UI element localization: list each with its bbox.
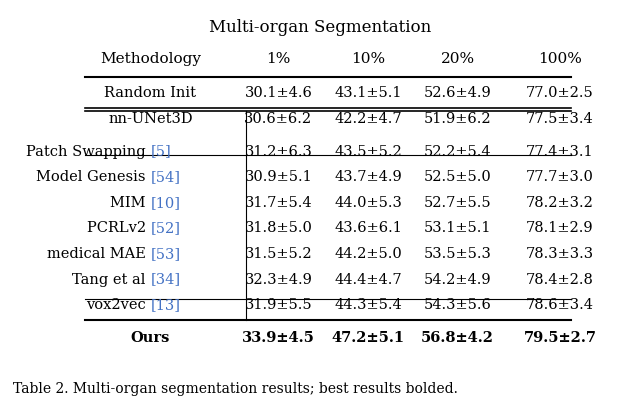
Text: 56.8±4.2: 56.8±4.2 bbox=[421, 331, 494, 345]
Text: Tang et al: Tang et al bbox=[72, 273, 150, 287]
Text: 32.3±4.9: 32.3±4.9 bbox=[244, 273, 312, 287]
Text: 52.6±4.9: 52.6±4.9 bbox=[424, 86, 492, 100]
Text: 33.9±4.5: 33.9±4.5 bbox=[242, 331, 315, 345]
Text: 78.6±3.4: 78.6±3.4 bbox=[526, 298, 594, 312]
Text: Patch Swapping: Patch Swapping bbox=[26, 145, 150, 159]
Text: 43.7±4.9: 43.7±4.9 bbox=[334, 170, 402, 184]
Text: 54.3±5.6: 54.3±5.6 bbox=[424, 298, 492, 312]
Text: MIM: MIM bbox=[110, 196, 150, 210]
Text: 54.2±4.9: 54.2±4.9 bbox=[424, 273, 492, 287]
Text: Multi-organ Segmentation: Multi-organ Segmentation bbox=[209, 19, 431, 36]
Text: 52.5±5.0: 52.5±5.0 bbox=[424, 170, 492, 184]
Text: [53]: [53] bbox=[151, 247, 181, 261]
Text: 10%: 10% bbox=[351, 52, 385, 66]
Text: 53.1±5.1: 53.1±5.1 bbox=[424, 221, 492, 235]
Text: [5]: [5] bbox=[151, 145, 172, 159]
Text: 77.4±3.1: 77.4±3.1 bbox=[526, 145, 594, 159]
Text: Ours: Ours bbox=[131, 331, 170, 345]
Text: 78.4±2.8: 78.4±2.8 bbox=[526, 273, 594, 287]
Text: 52.2±5.4: 52.2±5.4 bbox=[424, 145, 492, 159]
Text: 52.7±5.5: 52.7±5.5 bbox=[424, 196, 492, 210]
Text: 43.1±5.1: 43.1±5.1 bbox=[334, 86, 402, 100]
Text: 78.2±3.2: 78.2±3.2 bbox=[526, 196, 594, 210]
Text: Table 2. Multi-organ segmentation results; best results bolded.: Table 2. Multi-organ segmentation result… bbox=[13, 382, 458, 396]
Text: 78.1±2.9: 78.1±2.9 bbox=[526, 221, 594, 235]
Text: 43.5±5.2: 43.5±5.2 bbox=[334, 145, 402, 159]
Text: 31.2±6.3: 31.2±6.3 bbox=[244, 145, 312, 159]
Text: Random Init: Random Init bbox=[104, 86, 196, 100]
Text: 31.9±5.5: 31.9±5.5 bbox=[244, 298, 312, 312]
Text: 78.3±3.3: 78.3±3.3 bbox=[526, 247, 594, 261]
Text: [13]: [13] bbox=[151, 298, 181, 312]
Text: [54]: [54] bbox=[151, 170, 181, 184]
Text: Model Genesis: Model Genesis bbox=[36, 170, 150, 184]
Text: PCRLv2: PCRLv2 bbox=[86, 221, 150, 235]
Text: 31.8±5.0: 31.8±5.0 bbox=[244, 221, 312, 235]
Text: [10]: [10] bbox=[151, 196, 181, 210]
Text: Methodology: Methodology bbox=[100, 52, 201, 66]
Text: vox2vec: vox2vec bbox=[86, 298, 150, 312]
Text: 44.4±4.7: 44.4±4.7 bbox=[334, 273, 402, 287]
Text: 43.6±6.1: 43.6±6.1 bbox=[334, 221, 402, 235]
Text: 30.6±6.2: 30.6±6.2 bbox=[244, 112, 312, 126]
Text: 30.1±4.6: 30.1±4.6 bbox=[244, 86, 312, 100]
Text: nn-UNet3D: nn-UNet3D bbox=[108, 112, 193, 126]
Text: [52]: [52] bbox=[151, 221, 181, 235]
Text: 42.2±4.7: 42.2±4.7 bbox=[334, 112, 402, 126]
Text: 77.0±2.5: 77.0±2.5 bbox=[526, 86, 594, 100]
Text: medical MAE: medical MAE bbox=[47, 247, 150, 261]
Text: 31.7±5.4: 31.7±5.4 bbox=[244, 196, 312, 210]
Text: 100%: 100% bbox=[538, 52, 582, 66]
Text: 31.5±5.2: 31.5±5.2 bbox=[244, 247, 312, 261]
Text: 44.3±5.4: 44.3±5.4 bbox=[334, 298, 402, 312]
Text: 77.7±3.0: 77.7±3.0 bbox=[526, 170, 594, 184]
Text: 79.5±2.7: 79.5±2.7 bbox=[524, 331, 596, 345]
Text: 47.2±5.1: 47.2±5.1 bbox=[332, 331, 404, 345]
Text: [34]: [34] bbox=[151, 273, 181, 287]
Text: 53.5±5.3: 53.5±5.3 bbox=[424, 247, 492, 261]
Text: 44.0±5.3: 44.0±5.3 bbox=[334, 196, 402, 210]
Text: 30.9±5.1: 30.9±5.1 bbox=[244, 170, 312, 184]
Text: 44.2±5.0: 44.2±5.0 bbox=[334, 247, 402, 261]
Text: 1%: 1% bbox=[266, 52, 291, 66]
Text: 51.9±6.2: 51.9±6.2 bbox=[424, 112, 492, 126]
Text: 20%: 20% bbox=[440, 52, 475, 66]
Text: 77.5±3.4: 77.5±3.4 bbox=[526, 112, 594, 126]
